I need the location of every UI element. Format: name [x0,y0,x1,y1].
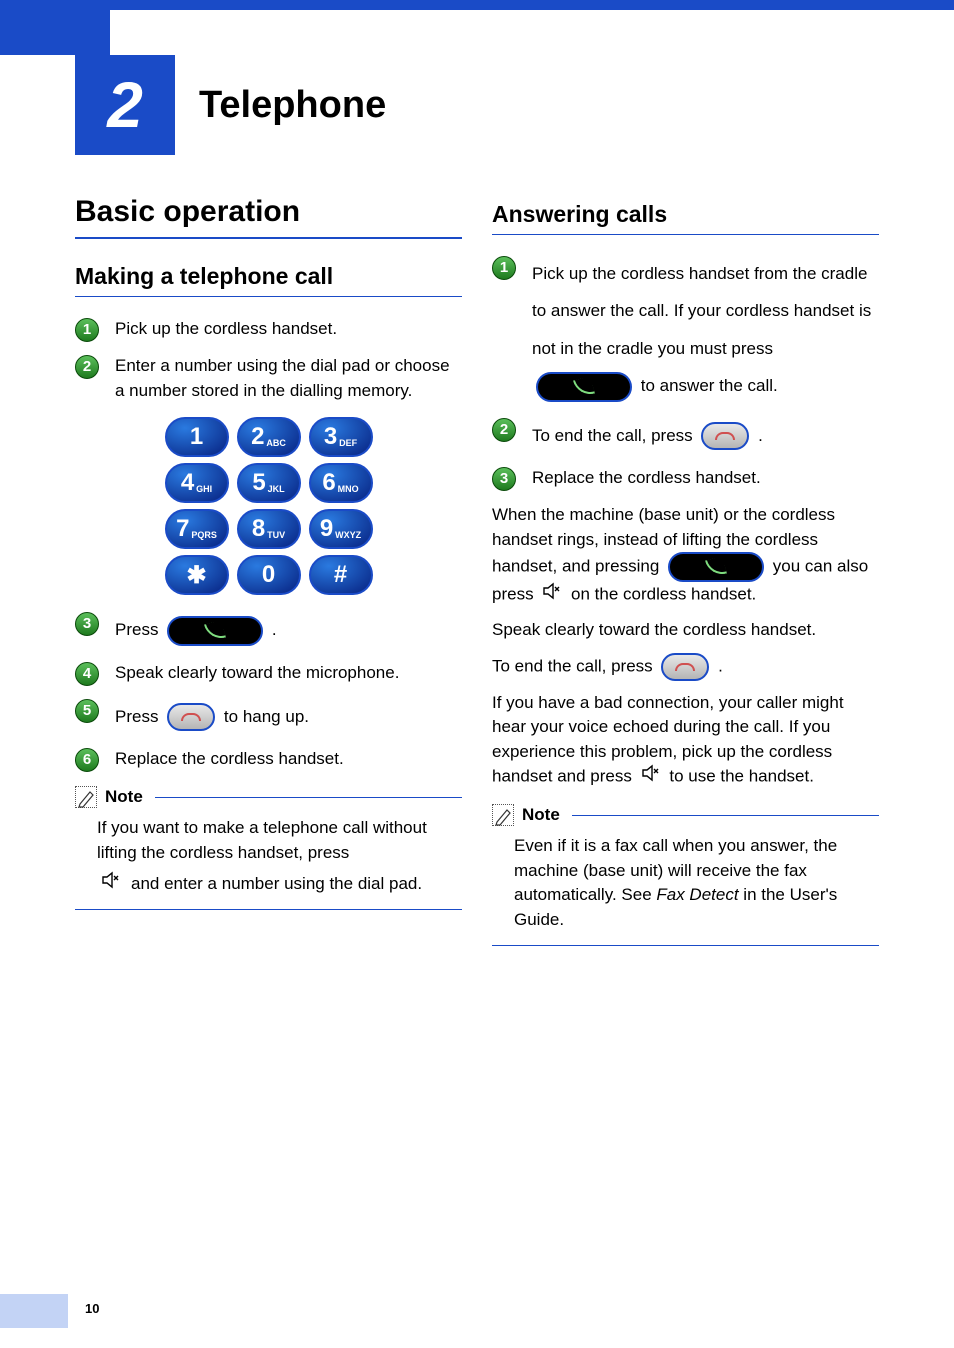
step-3: 3 Press . [75,611,462,648]
dialpad-row-4: ✱ 0 # [165,555,373,595]
call-glyph-icon [204,620,226,642]
end-call-button-icon [661,653,709,681]
r-step-badge-1: 1 [492,256,516,280]
dialpad-graphic: 1 2ABC 3DEF 4GHI 5JKL 6MNO 7PQRS 8TUV 9W… [75,417,462,595]
right-column: Answering calls 1 Pick up the cordless h… [492,195,879,946]
note-block-right: Note Even if it is a fax call when you a… [492,804,879,946]
call-button-icon [668,552,764,582]
top-left-blue-block [0,0,110,55]
end-glyph-icon [715,432,735,440]
call-button-icon [536,372,632,402]
speaker-icon [101,871,121,897]
step-1-text: Pick up the cordless handset. [115,317,462,342]
subsection-making-call: Making a telephone call [75,263,462,297]
note-icon [75,786,97,808]
note-block-left: Note If you want to make a telephone cal… [75,786,462,910]
chapter-number: 2 [107,68,143,142]
speaker-icon [641,764,661,790]
content-area: Basic operation Making a telephone call … [75,195,879,946]
dialpad-key-1: 1 [165,417,229,457]
r-step-3: 3 Replace the cordless handset. [492,466,879,491]
note-text-right: Even if it is a fax call when you answer… [492,834,879,933]
end-glyph-icon [675,663,695,671]
dialpad-key-7: 7PQRS [165,509,229,549]
r-step-2: 2 To end the call, press . [492,417,879,454]
note-header-left: Note [75,786,462,808]
call-button-icon [167,616,263,646]
dialpad-key-3: 3DEF [309,417,373,457]
step-5-text: Press to hang up. [115,698,462,735]
r-step-3-text: Replace the cordless handset. [532,466,879,491]
step-badge-4: 4 [75,662,99,686]
r-para-4: If you have a bad connection, your calle… [492,691,879,791]
step-1: 1 Pick up the cordless handset. [75,317,462,342]
note-rule [155,797,462,798]
step-6: 6 Replace the cordless handset. [75,747,462,772]
speaker-icon [542,582,562,608]
note-text-left: If you want to make a telephone call wit… [75,816,462,897]
dialpad-key-0: 0 [237,555,301,595]
dialpad-key-hash: # [309,555,373,595]
chapter-title: Telephone [199,84,386,127]
call-glyph-icon [573,376,595,398]
dialpad-key-2: 2ABC [237,417,301,457]
section-title: Basic operation [75,195,462,239]
step-6-text: Replace the cordless handset. [115,747,462,772]
end-call-button-icon [167,703,215,731]
step-2-text: Enter a number using the dial pad or cho… [115,354,462,403]
end-call-button-icon [701,422,749,450]
step-5: 5 Press to hang up. [75,698,462,735]
page-number: 10 [85,1301,99,1316]
r-para-1: When the machine (base unit) or the cord… [492,503,879,608]
r-step-1: 1 Pick up the cordless handset from the … [492,255,879,405]
r-step-1-text: Pick up the cordless handset from the cr… [532,255,879,405]
dialpad-key-8: 8TUV [237,509,301,549]
dialpad-row-1: 1 2ABC 3DEF [165,417,373,457]
dialpad-key-4: 4GHI [165,463,229,503]
dialpad-key-6: 6MNO [309,463,373,503]
chapter-header: 2 Telephone [75,55,386,155]
step-badge-6: 6 [75,748,99,772]
note-icon [492,804,514,826]
end-glyph-icon [181,713,201,721]
dialpad-row-2: 4GHI 5JKL 6MNO [165,463,373,503]
r-step-badge-2: 2 [492,418,516,442]
note-rule [572,815,879,816]
r-para-2: Speak clearly toward the cordless handse… [492,618,879,643]
dialpad-row-3: 7PQRS 8TUV 9WXYZ [165,509,373,549]
top-blue-bar [0,0,954,10]
chapter-number-box: 2 [75,55,175,155]
note-label: Note [522,805,560,825]
left-column: Basic operation Making a telephone call … [75,195,462,946]
dialpad-key-9: 9WXYZ [309,509,373,549]
call-glyph-icon [705,556,727,578]
step-badge-5: 5 [75,699,99,723]
step-4-text: Speak clearly toward the microphone. [115,661,462,686]
r-para-3: To end the call, press . [492,653,879,681]
step-2: 2 Enter a number using the dial pad or c… [75,354,462,403]
r-step-badge-3: 3 [492,467,516,491]
step-3-text: Press . [115,611,462,648]
step-4: 4 Speak clearly toward the microphone. [75,661,462,686]
page-number-bar [0,1294,68,1328]
note-header-right: Note [492,804,879,826]
dialpad-key-5: 5JKL [237,463,301,503]
step-badge-1: 1 [75,318,99,342]
subsection-answering-calls: Answering calls [492,201,879,235]
step-badge-3: 3 [75,612,99,636]
note-label: Note [105,787,143,807]
step-badge-2: 2 [75,355,99,379]
dialpad-key-star: ✱ [165,555,229,595]
r-step-2-text: To end the call, press . [532,417,879,454]
